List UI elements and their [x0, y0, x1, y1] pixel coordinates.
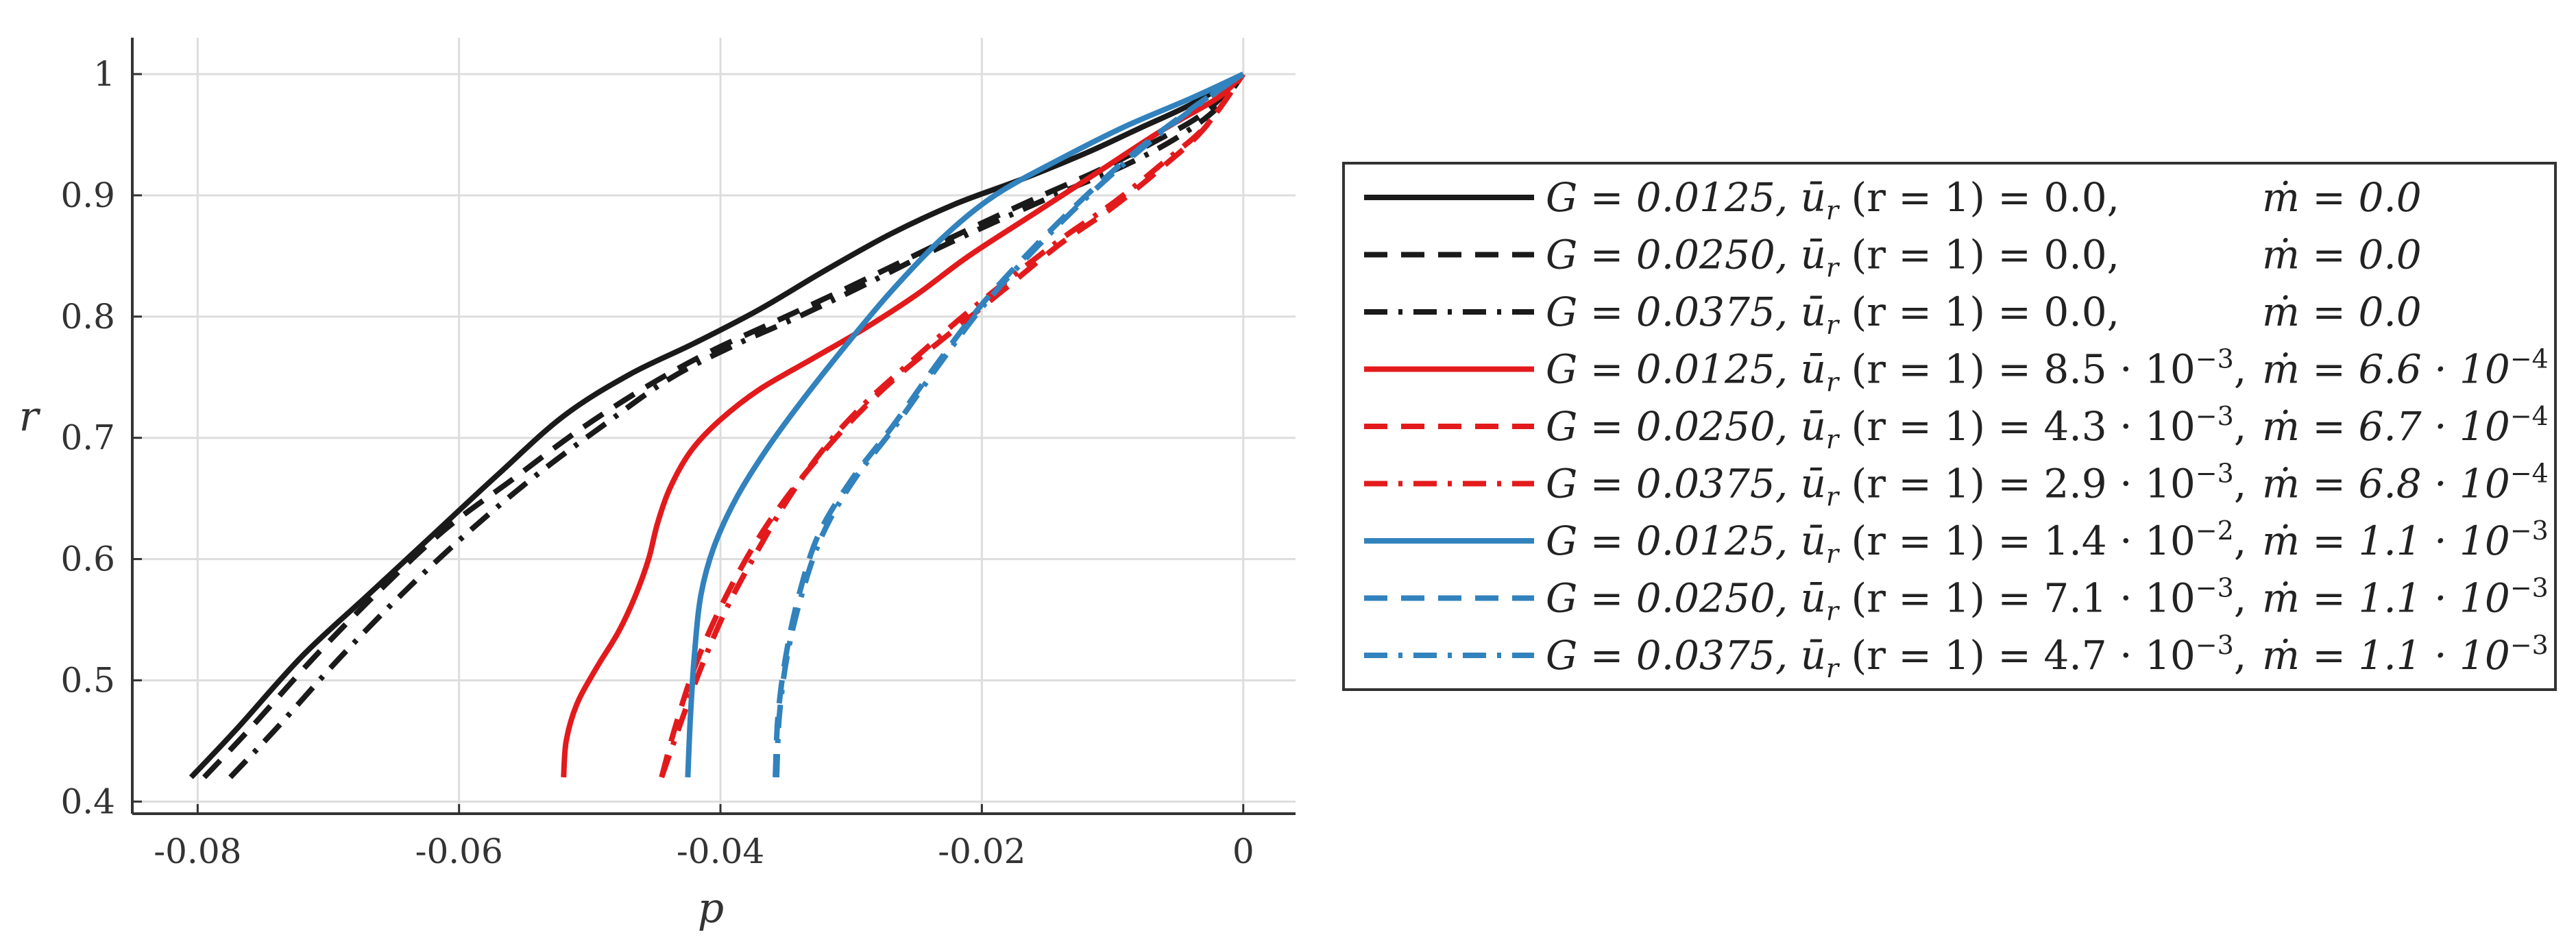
legend-mdot-label: ṁ = 6.6 · 10−4: [2262, 344, 2549, 393]
x-tick-label: -0.04: [677, 832, 764, 871]
x-tick-label: -0.06: [415, 832, 503, 871]
legend-mdot-label: ṁ = 1.1 · 10−3: [2262, 630, 2549, 679]
series-line-6: [659, 72, 1246, 779]
y-tick-label: 1: [93, 54, 115, 94]
legend-mdot-label: ṁ = 0.0: [2262, 174, 2422, 221]
legend-entry: G = 0.0375, ūr (r = 1) = 0.0, ṁ = 0.0: [1364, 289, 2422, 340]
legend-entry: G = 0.0250, ūr (r = 1) = 0.0, ṁ = 0.0: [1364, 232, 2422, 283]
y-tick-label: 0.6: [60, 539, 115, 579]
y-tick-label: 0.8: [60, 297, 115, 337]
legend-label: G = 0.0250, ūr (r = 1) = 7.1 · 10−3,: [1546, 573, 2246, 627]
legend-mdot-label: ṁ = 1.1 · 10−3: [2262, 573, 2549, 622]
legend-label: G = 0.0375, ūr (r = 1) = 0.0,: [1546, 289, 2119, 340]
y-axis-label: r: [19, 393, 41, 441]
axes: [131, 38, 1296, 815]
legend-entry: G = 0.0250, ūr (r = 1) = 7.1 · 10−3, ṁ = …: [1364, 573, 2549, 627]
y-tick-label: 0.5: [60, 660, 115, 700]
legend-label: G = 0.0250, ūr (r = 1) = 0.0,: [1546, 232, 2119, 283]
legend-box: [1342, 162, 2557, 691]
series-layer: [189, 71, 1246, 779]
legend-label: G = 0.0125, ūr (r = 1) = 8.5 · 10−3,: [1546, 344, 2246, 398]
legend-label: G = 0.0375, ūr (r = 1) = 4.7 · 10−3,: [1546, 630, 2246, 683]
series-line-9: [774, 71, 1245, 778]
y-tick-label: 0.7: [60, 418, 115, 458]
legend: G = 0.0125, ūr (r = 1) = 0.0, ṁ = 0.0G = …: [1342, 162, 2557, 691]
x-tick-label: -0.08: [154, 832, 241, 871]
legend-mdot-label: ṁ = 1.1 · 10−3: [2262, 516, 2549, 564]
legend-entry: G = 0.0375, ūr (r = 1) = 4.7 · 10−3, ṁ = …: [1364, 630, 2549, 683]
legend-mdot-label: ṁ = 6.8 · 10−4: [2262, 459, 2549, 507]
legend-label: G = 0.0125, ūr (r = 1) = 1.4 · 10−2,: [1546, 516, 2246, 569]
legend-entry: G = 0.0375, ūr (r = 1) = 2.9 · 10−3, ṁ = …: [1364, 459, 2549, 512]
legend-label: G = 0.0250, ūr (r = 1) = 4.3 · 10−3,: [1546, 401, 2246, 454]
y-ticks: 0.4 0.5 0.6 0.7 0.8 0.9 1: [60, 54, 142, 821]
legend-label: G = 0.0375, ūr (r = 1) = 2.9 · 10−3,: [1546, 459, 2246, 512]
grid-lines: [132, 38, 1296, 814]
legend-entry: G = 0.0125, ūr (r = 1) = 1.4 · 10−2, ṁ = …: [1364, 516, 2549, 569]
x-tick-label: 0: [1232, 832, 1254, 871]
x-tick-label: -0.02: [938, 832, 1025, 871]
x-axis-label: p: [698, 884, 724, 932]
x-ticks: -0.08 -0.06 -0.04 -0.02 0: [154, 804, 1254, 871]
series-line-7: [685, 71, 1245, 778]
legend-entry: G = 0.0125, ūr (r = 1) = 0.0, ṁ = 0.0: [1364, 174, 2422, 226]
legend-mdot-label: ṁ = 0.0: [2262, 289, 2422, 335]
series-line-1: [189, 71, 1245, 779]
legend-label: G = 0.0125, ūr (r = 1) = 0.0,: [1546, 174, 2119, 226]
series-line-4: [561, 72, 1246, 778]
series-line-5: [659, 72, 1246, 778]
legend-entry: G = 0.0250, ūr (r = 1) = 4.3 · 10−3, ṁ = …: [1364, 401, 2549, 454]
legend-mdot-label: ṁ = 0.0: [2262, 232, 2422, 278]
legend-entry: G = 0.0125, ūr (r = 1) = 8.5 · 10−3, ṁ = …: [1364, 344, 2549, 398]
y-tick-label: 0.4: [60, 781, 115, 821]
legend-mdot-label: ṁ = 6.7 · 10−4: [2262, 401, 2549, 450]
y-tick-label: 0.9: [60, 175, 115, 215]
